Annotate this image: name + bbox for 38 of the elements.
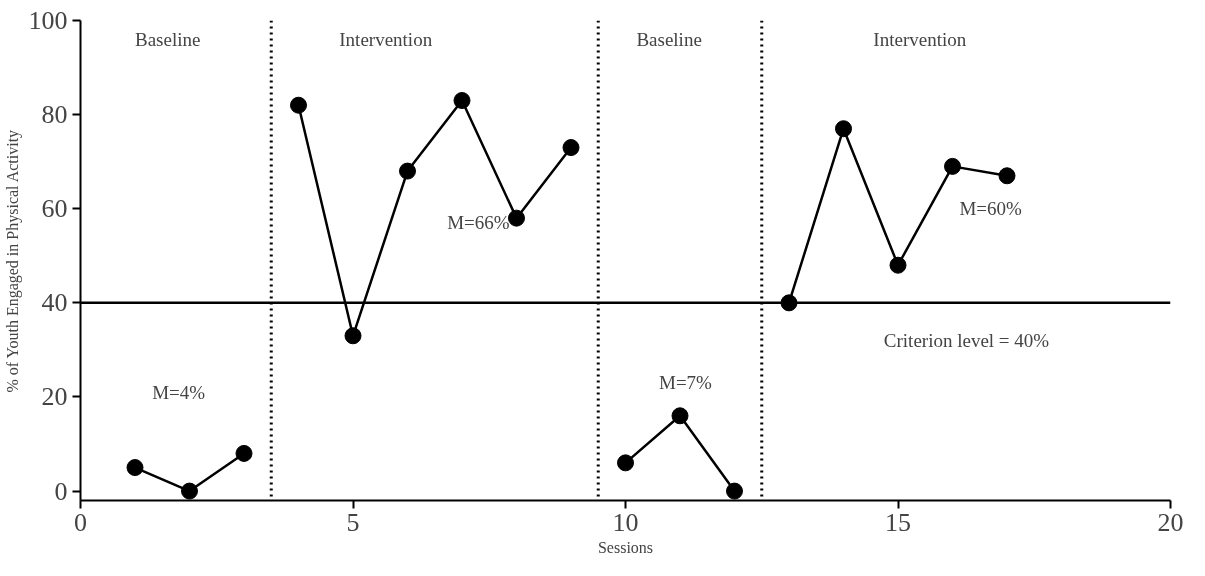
point [508,209,525,227]
annotation: M=4% [152,381,206,403]
annotation: Baseline [636,28,702,50]
y-tick-label: 60 [41,194,68,224]
annotation: M=7% [658,372,713,394]
point [671,407,689,425]
point [235,444,253,462]
point [617,454,634,472]
point [562,139,580,157]
annotation: Intervention [339,28,433,50]
y-tick-label: 0 [54,476,68,506]
point [726,482,743,500]
point [344,327,362,345]
annotation: M=60% [959,198,1023,220]
point [290,96,307,114]
point [835,120,852,138]
point [453,92,471,109]
annotation: M=66% [447,212,510,234]
y-tick-label: 100 [28,6,68,35]
annotation: Intervention [873,28,967,50]
annotation: Baseline [134,28,201,50]
x-tick-label: 15 [885,507,911,537]
annotation: Criterion level = 40% [883,330,1050,351]
point [998,167,1016,185]
y-tick-label: 20 [41,382,68,412]
x-tick-label: 5 [346,507,360,537]
point [944,157,961,175]
x-tick-label: 20 [1157,507,1184,537]
point [126,459,144,477]
x-tick-label: 10 [612,507,639,537]
x-tick-label: 0 [74,507,87,537]
y-tick-label: 40 [41,288,68,318]
point [889,256,907,274]
point [399,162,416,180]
point [181,482,198,500]
y-tick-label: 80 [41,100,68,130]
y-axis-title: % of Youth Engaged in Physical Activity [3,129,22,393]
x-axis-title: Sessions [597,538,654,556]
